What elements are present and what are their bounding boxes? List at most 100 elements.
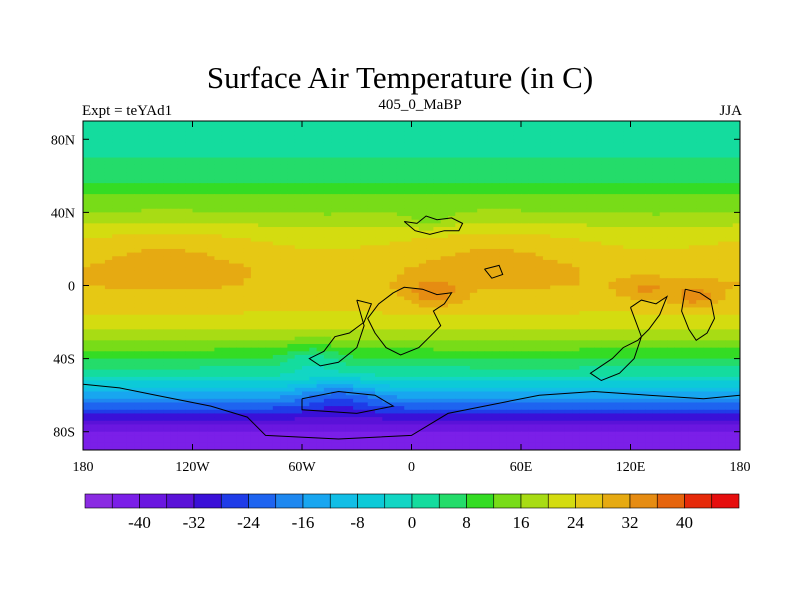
field-cell (148, 234, 157, 239)
field-cell (506, 201, 515, 206)
field-cell (572, 172, 580, 177)
field-cell (243, 135, 252, 140)
field-cell (221, 168, 230, 173)
field-cell (258, 186, 267, 192)
field-cell (258, 234, 267, 239)
field-cell (134, 164, 142, 170)
field-cell (229, 201, 237, 206)
field-cell (156, 153, 164, 159)
field-cell (353, 219, 361, 224)
field-cell (199, 124, 208, 129)
field-cell (528, 208, 537, 213)
field-cell (477, 296, 486, 301)
field-cell (469, 223, 478, 228)
field-cell (287, 212, 296, 217)
field-cell (528, 142, 537, 148)
field-cell (674, 234, 683, 239)
field-cell (258, 256, 267, 261)
field-cell (426, 219, 434, 224)
field-cell (491, 150, 500, 155)
field-cell (688, 274, 697, 279)
field-cell (623, 300, 632, 305)
field-cell (674, 157, 683, 162)
field-cell (528, 263, 537, 268)
field-cell (433, 157, 442, 162)
field-cell (440, 212, 449, 217)
field-cell (258, 274, 267, 279)
field-cell (83, 245, 91, 250)
field-cell (323, 237, 332, 243)
field-cell (528, 186, 537, 192)
field-cell (104, 150, 113, 155)
field-cell (484, 124, 493, 129)
field-cell (557, 234, 566, 239)
field-cell (521, 230, 529, 235)
field-cell (156, 267, 164, 272)
field-cell (411, 128, 420, 133)
field-cell (185, 194, 194, 199)
field-cell (90, 237, 99, 243)
field-cell (97, 292, 106, 298)
field-cell (141, 168, 150, 173)
field-cell (404, 197, 413, 203)
field-cell (484, 314, 493, 319)
field-cell (104, 267, 113, 272)
field-cell (725, 314, 734, 319)
field-cell (294, 124, 303, 129)
field-cell (112, 248, 121, 254)
field-cell (83, 303, 91, 309)
field-cell (404, 183, 413, 188)
field-cell (528, 267, 537, 272)
field-cell (535, 289, 544, 294)
field-cell (338, 197, 347, 203)
field-cell (513, 237, 522, 243)
field-cell (331, 259, 340, 265)
field-cell (389, 245, 398, 250)
field-cell (572, 281, 580, 287)
field-cell (484, 245, 493, 250)
field-cell (148, 314, 157, 319)
field-cell (170, 227, 179, 232)
field-cell (535, 241, 544, 246)
field-cell (688, 201, 697, 206)
field-cell (177, 179, 186, 184)
field-cell (90, 164, 99, 170)
field-cell (316, 190, 325, 195)
field-cell (221, 303, 230, 309)
field-cell (499, 300, 507, 305)
field-cell (426, 128, 434, 133)
field-cell (557, 303, 566, 309)
field-cell (258, 223, 267, 228)
field-cell (148, 161, 157, 166)
field-cell (360, 267, 369, 272)
field-cell (280, 208, 288, 213)
field-cell (302, 124, 310, 129)
field-cell (418, 142, 427, 148)
field-cell (382, 245, 391, 250)
field-cell (396, 314, 405, 319)
field-cell (440, 274, 449, 279)
field-cell (134, 307, 142, 312)
field-cell (608, 278, 617, 283)
field-cell (243, 121, 252, 126)
field-cell (594, 186, 602, 192)
field-cell (207, 172, 215, 177)
field-cell (192, 259, 201, 265)
field-cell (156, 179, 164, 184)
field-cell (353, 146, 361, 151)
field-cell (221, 121, 230, 126)
field-cell (294, 161, 303, 166)
field-cell (623, 245, 632, 250)
field-cell (535, 216, 544, 221)
field-cell (375, 161, 383, 166)
field-cell (141, 267, 150, 272)
field-cell (134, 172, 142, 177)
field-cell (637, 263, 646, 268)
field-cell (163, 139, 172, 144)
field-cell (258, 131, 267, 137)
field-cell (192, 292, 201, 298)
field-cell (688, 318, 697, 323)
field-cell (433, 201, 442, 206)
field-cell (710, 259, 719, 265)
field-cell (484, 208, 493, 213)
